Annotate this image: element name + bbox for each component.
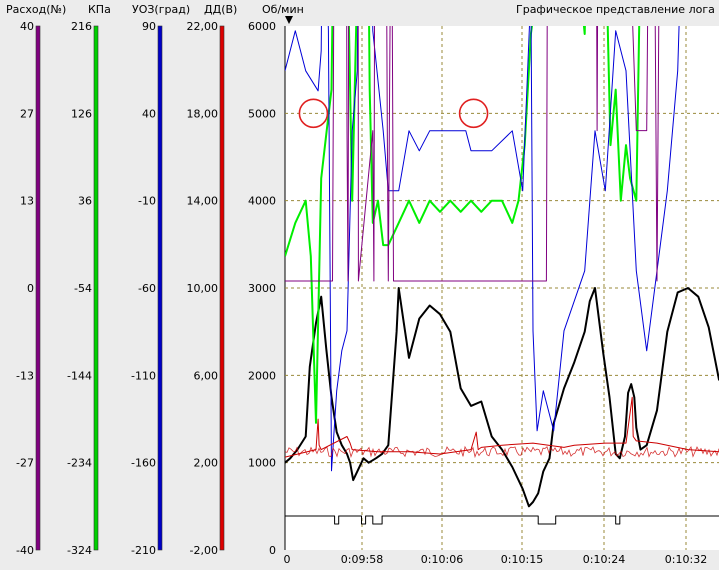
chart-title: Графическое представление лога (516, 3, 715, 16)
left-scales: Расход(№) 40 27 13 0 -13 -27 -40 КПа 216 126 36 -54 -… (6, 3, 237, 557)
scale-title: КПа (88, 3, 111, 16)
scale-tick-label: 40 (20, 20, 34, 33)
scale-tick-label: -10 (138, 195, 156, 208)
scale-bar (35, 25, 41, 551)
scale-tick-label: 36 (78, 195, 92, 208)
scale-tick-label: 216 (71, 20, 92, 33)
scale-tick-label: 126 (71, 107, 92, 120)
scale-tick-label: -40 (16, 544, 34, 557)
series-line-rpm (285, 287, 719, 508)
scale-bar (93, 25, 99, 551)
x-tick-label: 0:10:32 (665, 553, 707, 566)
x-tick-label: 0:09:58 (341, 553, 383, 566)
y-tick-label: 1000 (248, 457, 276, 470)
scale-tick-label: -54 (74, 282, 92, 295)
scale-tick-label: 27 (20, 107, 34, 120)
scale-tick-label: -110 (131, 369, 156, 382)
y-tick-label: 3000 (248, 282, 276, 295)
scale-tick-label: 22,00 (187, 20, 219, 33)
series-line-flow (285, 26, 660, 282)
scale-tick-label: 18,00 (187, 107, 219, 120)
scale-title: УОЗ(град) (132, 3, 190, 16)
scale-bar (157, 25, 163, 551)
y-tick-label: 2000 (248, 369, 276, 382)
scale-tick-label: -13 (16, 369, 34, 382)
scale-tick-label: -144 (67, 369, 92, 382)
scale-tick-label: 0 (27, 282, 34, 295)
scale-tick-label: -160 (131, 457, 156, 470)
scale-tick-label: 13 (20, 195, 34, 208)
y-tick-label: 5000 (248, 107, 276, 120)
x-tick-label: 0:10:24 (583, 553, 625, 566)
y-tick-label: 6000 (248, 20, 276, 33)
scale-tick-label: -210 (131, 544, 156, 557)
x-tick-label: 0 (284, 553, 291, 566)
y-tick-label: 0 (269, 544, 276, 557)
series-line-ignition (285, 26, 680, 472)
series-line-dd (285, 396, 719, 458)
scale-title: Расход(№) (6, 3, 66, 16)
scale-tick-label: 6,00 (194, 369, 219, 382)
highlight-circle (298, 98, 329, 129)
scale-tick-label: -2,00 (190, 544, 218, 557)
scale-tick-label: -60 (138, 282, 156, 295)
cursor-marker-icon (285, 16, 293, 24)
scale-tick-label: 90 (142, 20, 156, 33)
scale-tick-label: -324 (67, 544, 92, 557)
scale-tick-label: -234 (67, 457, 92, 470)
scale-bar (219, 25, 225, 551)
y-axis-title: Об/мин (262, 3, 304, 16)
plot-area[interactable]: 6000 5000 4000 3000 2000 1000 00 0:09:58 0:10:06… (248, 0, 719, 566)
series-line-idle (285, 515, 719, 525)
y-tick-label: 4000 (248, 195, 276, 208)
highlight-circle (458, 98, 489, 129)
scale-title: ДД(В) (204, 3, 237, 16)
x-tick-label: 0:10:15 (501, 553, 543, 566)
series-line-dd-noise (285, 445, 719, 459)
scale-tick-label: -27 (16, 457, 34, 470)
x-tick-label: 0:10:06 (421, 553, 463, 566)
scale-tick-label: 40 (142, 107, 156, 120)
scale-tick-label: 14,00 (187, 195, 219, 208)
scale-tick-label: 10,00 (187, 282, 219, 295)
scale-tick-label: 2,00 (194, 457, 219, 470)
